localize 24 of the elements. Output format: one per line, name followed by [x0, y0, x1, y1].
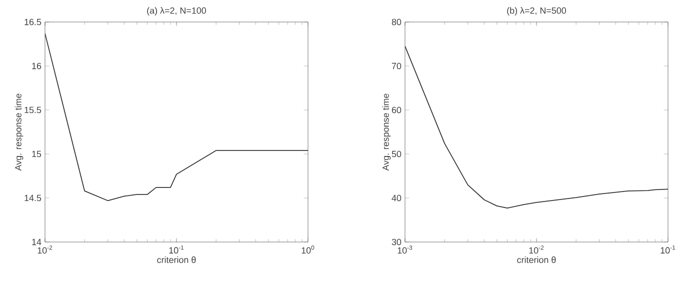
x-tick-label: 10$^{-2}$: [38, 246, 52, 254]
x-tick-label: 10$^{-3}$: [398, 246, 412, 254]
y-tick-label: 16: [32, 62, 42, 70]
x-axis-title: criterion θ: [157, 256, 196, 264]
y-tick-label: 30: [392, 238, 402, 246]
y-tick-label: 14.5: [24, 194, 42, 202]
y-tick-label: 16.5: [24, 18, 42, 26]
chart-title: (b) λ=2, N=500: [507, 7, 566, 16]
y-tick-label: 40: [392, 194, 402, 202]
x-tick-label: 10$^{-1}$: [169, 246, 184, 254]
y-tick-label: 80: [392, 18, 402, 26]
x-tick-label: 10$^{-2}$: [529, 246, 544, 254]
x-tick-label: 10$^{0}$: [302, 246, 314, 254]
y-tick-label: 70: [392, 62, 402, 70]
y-axis-title: Avg. response time: [14, 94, 24, 171]
x-tick-label: 10$^{-1}$: [660, 246, 676, 254]
y-tick-label: 15.5: [24, 106, 42, 114]
chart-title: (a) λ=2, N=100: [147, 7, 206, 16]
y-tick-label: 60: [392, 106, 402, 114]
y-tick-label: 15: [32, 150, 42, 158]
y-tick-label: 50: [392, 150, 402, 158]
y-tick-label: 14: [32, 238, 42, 246]
x-axis-title: criterion θ: [517, 256, 556, 264]
y-axis-title: Avg. response time: [382, 94, 391, 171]
